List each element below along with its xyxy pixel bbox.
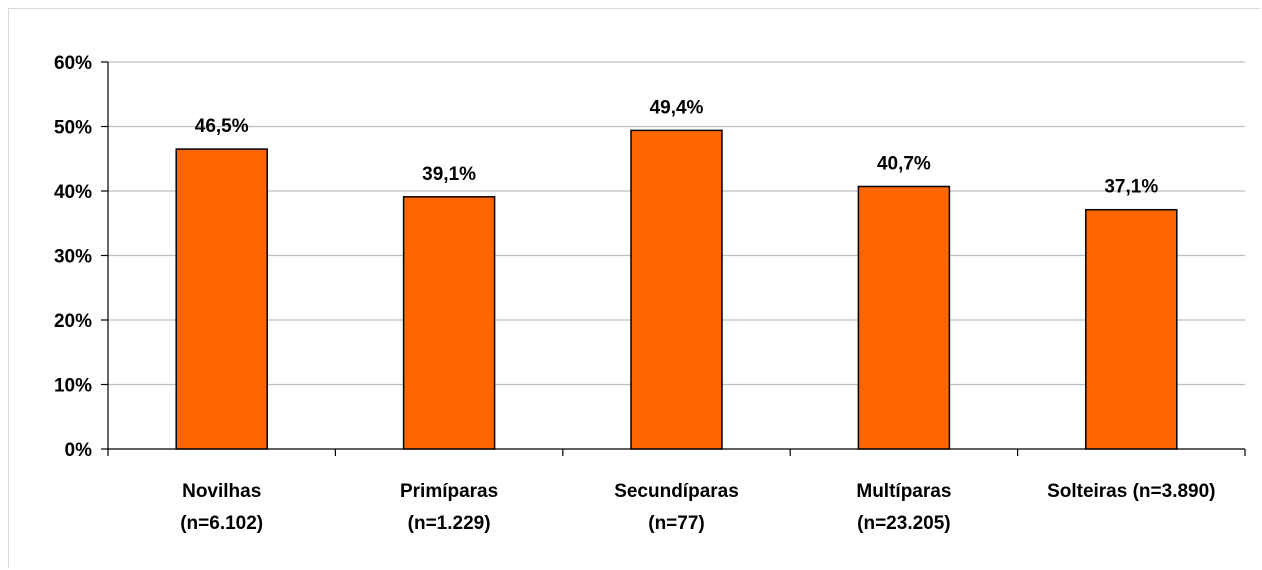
- bar: [1085, 208, 1178, 450]
- data-label: 49,4%: [650, 97, 704, 118]
- bar: [630, 129, 723, 450]
- data-label: 46,5%: [195, 116, 249, 137]
- category-label: Primíparas: [400, 481, 498, 502]
- chart-frame: [8, 8, 1260, 568]
- y-tick-label: 60%: [54, 53, 92, 74]
- category-label: Multíparas: [856, 481, 951, 502]
- bar: [402, 196, 496, 450]
- category-label: (n=6.102): [180, 513, 263, 534]
- y-tick-label: 40%: [54, 182, 92, 203]
- y-tick-label: 20%: [54, 311, 92, 332]
- data-label: 39,1%: [422, 164, 476, 185]
- data-label: 40,7%: [877, 153, 931, 174]
- category-label: (n=23.205): [857, 513, 950, 534]
- category-label: (n=1.229): [408, 513, 491, 534]
- labels: 46,5% Novilhas (n=6.102) 39,1% Primíparas (n=…: [180, 97, 1215, 534]
- category-label: (n=77): [648, 513, 705, 534]
- category-label: Solteiras (n=3.890): [1047, 481, 1215, 502]
- y-tick-label: 30%: [54, 247, 92, 268]
- y-tick-label: 50%: [54, 118, 92, 139]
- bars: [175, 129, 1178, 450]
- bar: [857, 185, 951, 450]
- bar: [175, 148, 268, 450]
- axes: 0% 10% 20% 30% 40% 50% 60%: [54, 53, 1246, 461]
- data-label: 37,1%: [1104, 177, 1158, 198]
- category-label: Secundíparas: [614, 481, 739, 502]
- category-label: Novilhas: [182, 481, 261, 502]
- y-tick-label: 10%: [54, 376, 92, 397]
- y-tick-label: 0%: [65, 440, 93, 461]
